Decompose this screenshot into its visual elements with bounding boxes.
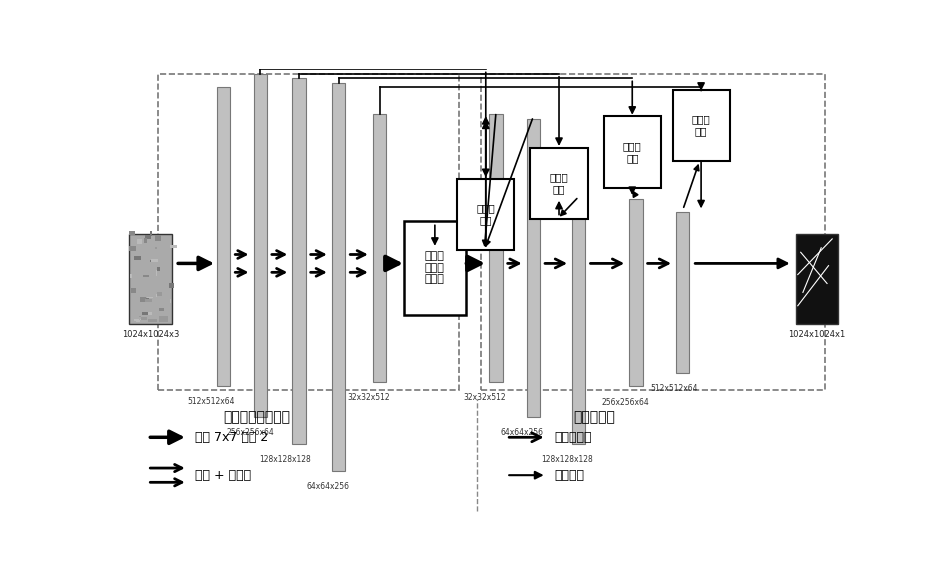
Text: 128x128x128: 128x128x128 (260, 455, 311, 464)
FancyBboxPatch shape (603, 116, 660, 188)
Bar (133, 318, 139, 321)
Bar (149, 260, 152, 262)
Bar (169, 283, 174, 288)
Bar (136, 320, 140, 322)
Bar (144, 239, 146, 243)
Text: 反卷积模块: 反卷积模块 (553, 431, 591, 444)
Bar (157, 292, 161, 296)
Bar (139, 316, 142, 317)
Bar (155, 235, 160, 241)
Bar (629, 199, 642, 386)
Bar (130, 246, 134, 248)
Bar (144, 299, 152, 302)
FancyBboxPatch shape (672, 90, 729, 161)
Bar (130, 288, 136, 293)
Bar (489, 114, 502, 382)
Text: 注意力
模块: 注意力 模块 (622, 141, 641, 163)
Bar (129, 231, 134, 235)
Bar (373, 114, 386, 382)
Text: 解码器模块: 解码器模块 (573, 411, 615, 424)
Text: 注意力
模块: 注意力 模块 (476, 204, 495, 225)
Bar (143, 275, 149, 277)
Bar (292, 78, 305, 444)
Text: 64x64x256: 64x64x256 (500, 428, 543, 437)
Bar (137, 239, 142, 244)
Bar (140, 319, 146, 320)
Bar (159, 307, 164, 311)
Bar (155, 247, 157, 250)
Text: 256x256x64: 256x256x64 (600, 398, 649, 407)
Bar (129, 234, 172, 324)
Text: 预训练编码器模块: 预训练编码器模块 (224, 411, 291, 424)
Bar (134, 256, 141, 260)
Text: 512x512x64: 512x512x64 (188, 397, 235, 406)
FancyBboxPatch shape (403, 221, 465, 315)
Bar (159, 316, 167, 322)
Bar (129, 246, 135, 251)
Bar (142, 312, 148, 315)
Bar (676, 212, 689, 373)
Text: 1024x1024x3: 1024x1024x3 (122, 330, 178, 339)
Text: 上下文
信息提
取模块: 上下文 信息提 取模块 (425, 251, 445, 284)
Bar (253, 74, 266, 417)
Bar (140, 297, 146, 302)
Text: 注意力
模块: 注意力 模块 (549, 173, 567, 194)
Bar (480, 74, 824, 390)
Bar (148, 318, 157, 323)
Bar (144, 235, 151, 239)
Text: 跳跃连接: 跳跃连接 (553, 468, 583, 482)
Bar (526, 119, 539, 417)
Bar (217, 87, 230, 386)
Bar (158, 267, 160, 271)
Text: 注意力
模块: 注意力 模块 (691, 115, 710, 136)
Bar (129, 274, 131, 278)
Bar (571, 199, 584, 444)
Text: 1024x1024x1: 1024x1024x1 (787, 330, 845, 339)
Bar (144, 298, 149, 299)
Bar (331, 83, 345, 471)
Text: 512x512x64: 512x512x64 (649, 384, 698, 393)
Bar (159, 74, 458, 390)
FancyBboxPatch shape (457, 179, 514, 250)
Text: 128x128x128: 128x128x128 (541, 455, 593, 464)
Bar (150, 259, 158, 262)
Text: 256x256x64: 256x256x64 (227, 428, 274, 437)
Text: 卷积 7x7 步长 2: 卷积 7x7 步长 2 (194, 431, 268, 444)
Bar (795, 234, 837, 324)
Bar (148, 313, 152, 315)
Bar (170, 245, 177, 248)
Bar (141, 317, 146, 320)
Text: 池化 + 残差块: 池化 + 残差块 (194, 468, 251, 482)
Bar (147, 296, 153, 298)
FancyBboxPatch shape (530, 148, 587, 219)
Text: 64x64x256: 64x64x256 (306, 482, 349, 491)
Text: 32x32x512: 32x32x512 (347, 393, 390, 402)
Bar (150, 231, 152, 236)
Text: 32x32x512: 32x32x512 (464, 393, 506, 402)
